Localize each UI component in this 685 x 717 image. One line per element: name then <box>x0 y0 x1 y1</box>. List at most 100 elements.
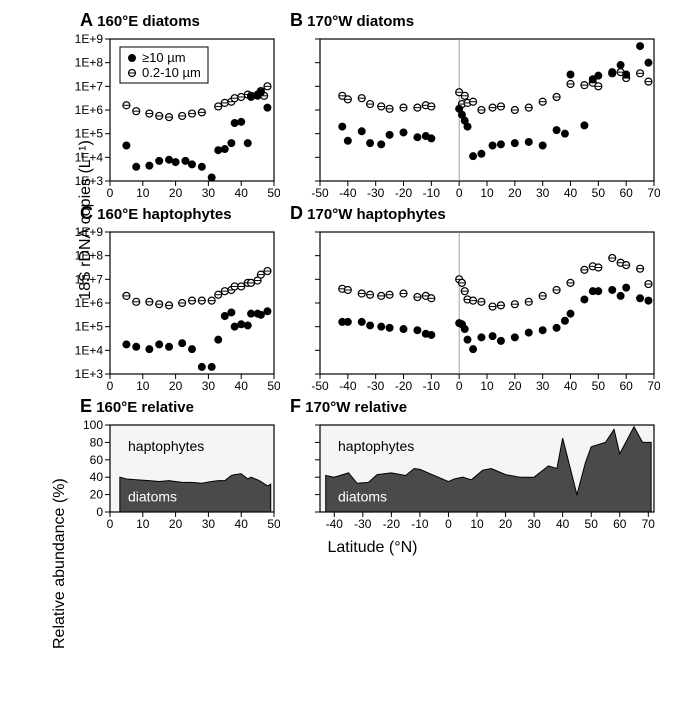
svg-text:haptophytes: haptophytes <box>338 438 414 454</box>
svg-text:10: 10 <box>480 379 494 393</box>
svg-text:0: 0 <box>107 379 114 393</box>
svg-text:≥10 µm: ≥10 µm <box>142 50 186 65</box>
panel-f: F 170°W relative -40-30-20-1001020304050… <box>280 396 660 534</box>
svg-text:50: 50 <box>267 379 280 393</box>
svg-text:0.2-10 µm: 0.2-10 µm <box>142 65 201 80</box>
svg-text:-30: -30 <box>367 379 385 393</box>
svg-text:0: 0 <box>456 379 463 393</box>
svg-text:0: 0 <box>96 505 103 519</box>
svg-text:50: 50 <box>585 517 599 531</box>
svg-text:-20: -20 <box>395 379 413 393</box>
svg-text:50: 50 <box>592 186 606 200</box>
svg-text:1E+8: 1E+8 <box>75 56 104 70</box>
svg-text:1E+4: 1E+4 <box>75 150 104 164</box>
svg-text:20: 20 <box>169 186 183 200</box>
svg-text:1E+5: 1E+5 <box>75 127 104 141</box>
chart-a: 0 10 20 30 40 50 1E+3 1E+4 1E+5 1E+6 1E+7 1E+8 1E+9 ≥… <box>70 33 280 203</box>
svg-text:0: 0 <box>107 517 114 531</box>
svg-text:10: 10 <box>136 186 150 200</box>
svg-text:diatoms: diatoms <box>128 489 177 505</box>
svg-text:1E+6: 1E+6 <box>75 296 104 310</box>
panel-b: B 170°W diatoms -50-40-30-20-10010203040… <box>280 10 660 203</box>
svg-text:70: 70 <box>647 379 660 393</box>
svg-text:60: 60 <box>613 517 627 531</box>
svg-text:0: 0 <box>445 517 452 531</box>
svg-text:10: 10 <box>136 379 150 393</box>
chart-e: 0 10 20 30 40 50 0 20 40 60 80 100 haptophytes diatom… <box>70 419 280 534</box>
svg-text:100: 100 <box>83 419 103 432</box>
svg-text:30: 30 <box>536 186 550 200</box>
panel-a: A 160°E diatoms 010203040501E+31E+41E+51… <box>70 10 280 203</box>
svg-text:1E+5: 1E+5 <box>75 320 104 334</box>
svg-text:40: 40 <box>235 379 249 393</box>
panel-d: D 170°W haptophytes -50-40-30-20-1001020… <box>280 203 660 396</box>
svg-text:40: 40 <box>564 379 578 393</box>
svg-text:-50: -50 <box>311 186 329 200</box>
y-axis-label-rel: Relative abundance (%) <box>51 509 69 649</box>
svg-text:20: 20 <box>90 488 104 502</box>
figure-root: 18S rDNA copies (L⁻¹) Relative abundance… <box>10 10 675 557</box>
svg-text:1E+9: 1E+9 <box>75 33 104 46</box>
panel-e: E 160°E relative 01020304050020406080100… <box>70 396 280 534</box>
row-ef: E 160°E relative 01020304050020406080100… <box>70 396 675 534</box>
svg-text:50: 50 <box>592 379 606 393</box>
svg-text:20: 20 <box>169 517 183 531</box>
svg-text:1E+7: 1E+7 <box>75 272 104 286</box>
svg-text:-40: -40 <box>339 186 357 200</box>
svg-text:30: 30 <box>202 186 216 200</box>
svg-text:1E+9: 1E+9 <box>75 226 104 239</box>
svg-text:30: 30 <box>527 517 541 531</box>
svg-text:-10: -10 <box>423 379 441 393</box>
svg-text:40: 40 <box>90 470 104 484</box>
svg-text:20: 20 <box>169 379 183 393</box>
svg-text:50: 50 <box>267 186 280 200</box>
svg-text:1E+4: 1E+4 <box>75 343 104 357</box>
svg-text:60: 60 <box>619 379 633 393</box>
svg-text:0: 0 <box>456 186 463 200</box>
svg-text:30: 30 <box>202 517 216 531</box>
svg-text:1E+3: 1E+3 <box>75 367 104 381</box>
svg-text:-30: -30 <box>367 186 385 200</box>
chart-c: 0 10 20 30 40 50 1E+3 1E+4 1E+5 1E+6 1E+7 1E+8 1E+9 <box>70 226 280 396</box>
svg-text:50: 50 <box>267 517 280 531</box>
chart-f: -40 -30 -20 -10 0 10 20 30 40 50 60 70 haptophytes di… <box>280 419 660 534</box>
svg-text:-20: -20 <box>383 517 401 531</box>
svg-text:40: 40 <box>564 186 578 200</box>
svg-text:-10: -10 <box>423 186 441 200</box>
svg-text:-40: -40 <box>339 379 357 393</box>
svg-text:-50: -50 <box>311 379 329 393</box>
svg-text:60: 60 <box>90 453 104 467</box>
svg-text:30: 30 <box>536 379 550 393</box>
svg-text:diatoms: diatoms <box>338 489 387 505</box>
svg-text:0: 0 <box>107 186 114 200</box>
svg-text:1E+3: 1E+3 <box>75 174 104 188</box>
svg-text:70: 70 <box>647 186 660 200</box>
svg-text:-20: -20 <box>395 186 413 200</box>
svg-text:40: 40 <box>235 517 249 531</box>
svg-text:20: 20 <box>508 379 522 393</box>
svg-text:10: 10 <box>480 186 494 200</box>
svg-text:1E+6: 1E+6 <box>75 103 104 117</box>
svg-text:70: 70 <box>642 517 656 531</box>
x-axis-label: Latitude (°N) <box>70 539 675 557</box>
row-cd: C 160°E haptophytes 010203040501E+31E+41… <box>70 203 675 396</box>
svg-text:-40: -40 <box>326 517 344 531</box>
row-ab: A 160°E diatoms 010203040501E+31E+41E+51… <box>70 10 675 203</box>
svg-text:haptophytes: haptophytes <box>128 438 204 454</box>
panel-c: C 160°E haptophytes 010203040501E+31E+41… <box>70 203 280 396</box>
chart-d: -50 -40 -30 -20 -10 0 10 20 30 40 50 60 70 <box>280 226 660 396</box>
svg-text:40: 40 <box>235 186 249 200</box>
svg-text:60: 60 <box>619 186 633 200</box>
svg-text:1E+8: 1E+8 <box>75 249 104 263</box>
svg-text:20: 20 <box>508 186 522 200</box>
svg-text:10: 10 <box>470 517 484 531</box>
svg-text:-30: -30 <box>354 517 372 531</box>
svg-text:20: 20 <box>499 517 513 531</box>
svg-text:40: 40 <box>556 517 570 531</box>
svg-text:80: 80 <box>90 435 104 449</box>
svg-text:-10: -10 <box>411 517 429 531</box>
svg-text:30: 30 <box>202 379 216 393</box>
chart-b: -50 -40 -30 -20 -10 0 10 20 30 40 50 60 70 <box>280 33 660 203</box>
svg-text:1E+7: 1E+7 <box>75 79 104 93</box>
svg-text:10: 10 <box>136 517 150 531</box>
